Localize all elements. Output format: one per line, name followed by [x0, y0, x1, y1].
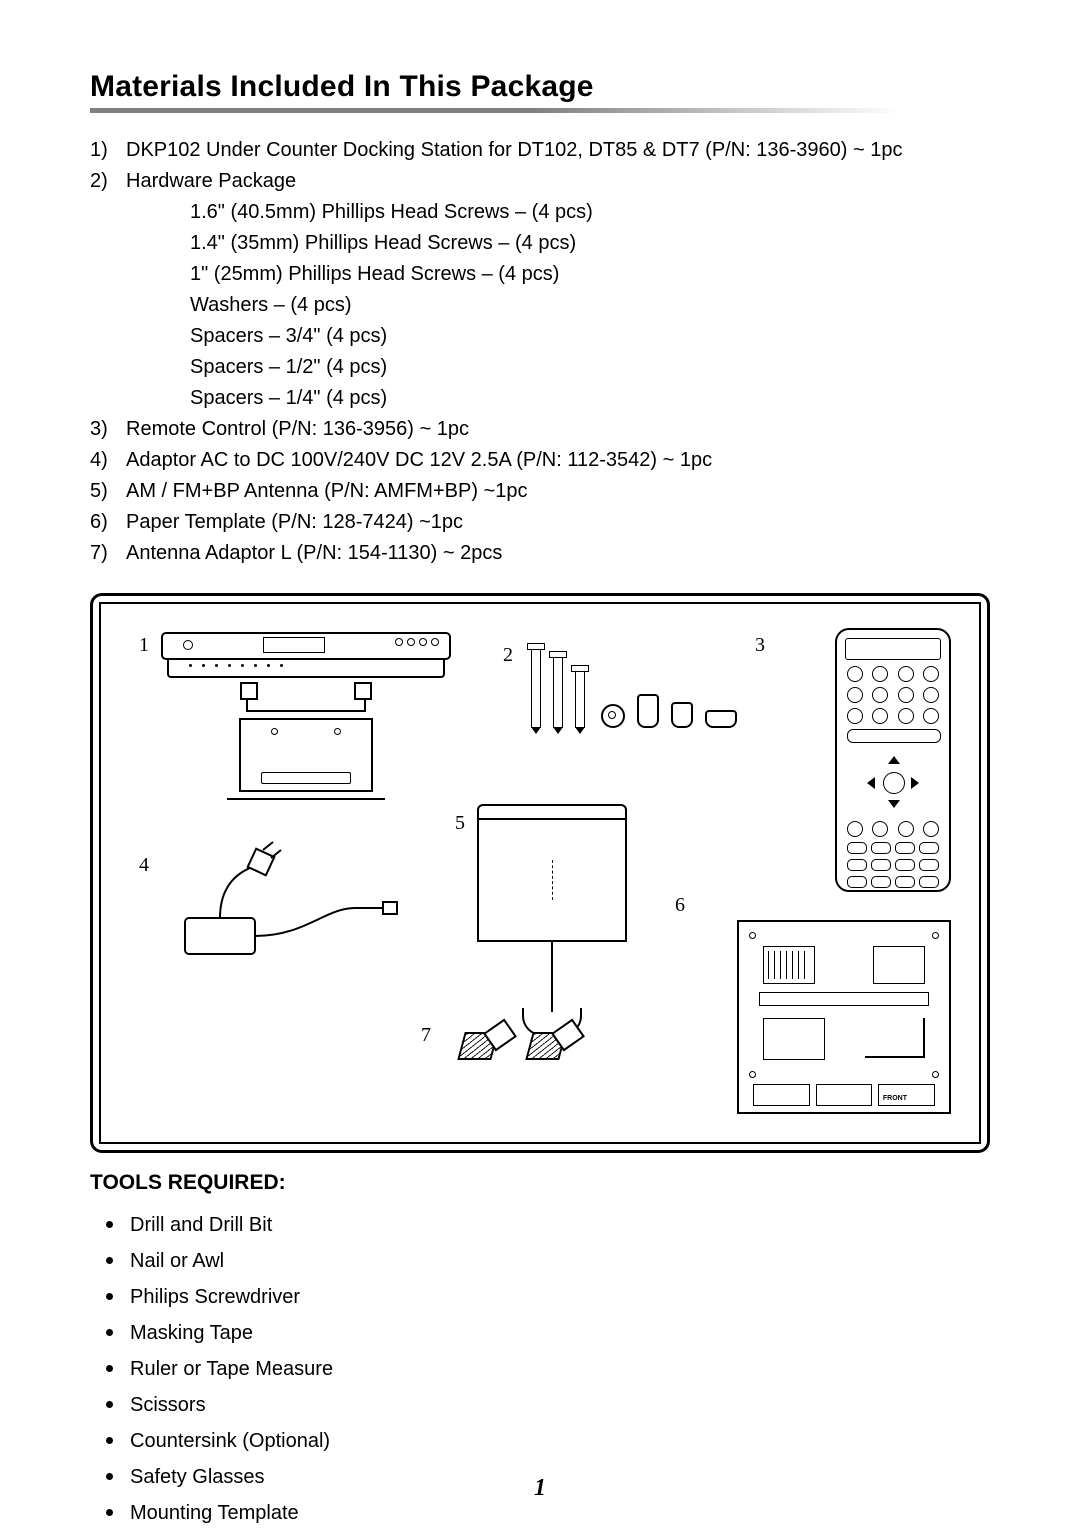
materials-item-num: 2)	[90, 166, 126, 197]
diagram-label-2: 2	[503, 644, 513, 667]
materials-item-text: Remote Control (P/N: 136-3956) ~ 1pc	[126, 414, 990, 445]
materials-item-text: Paper Template (P/N: 128-7424) ~1pc	[126, 507, 990, 538]
materials-item-text: DKP102 Under Counter Docking Station for…	[126, 135, 990, 166]
diagram-label-6: 6	[675, 894, 685, 917]
materials-item: 4) Adaptor AC to DC 100V/240V DC 12V 2.5…	[90, 445, 990, 476]
materials-item-num: 3)	[90, 414, 126, 445]
materials-item-num: 6)	[90, 507, 126, 538]
materials-item: 5) AM / FM+BP Antenna (P/N: AMFM+BP) ~1p…	[90, 476, 990, 507]
tools-title: TOOLS REQUIRED:	[90, 1171, 990, 1195]
antenna-adaptor-icon	[461, 1024, 577, 1064]
diagram-label-4: 4	[139, 854, 149, 877]
title-underline	[90, 108, 900, 113]
remote-control-icon	[835, 628, 951, 892]
materials-item-text: Hardware Package	[126, 166, 990, 197]
hardware-subitem: Spacers – 1/2" (4 pcs)	[190, 352, 990, 383]
diagram-label-7: 7	[421, 1024, 431, 1047]
materials-item-num: 1)	[90, 135, 126, 166]
tool-item: Philips Screwdriver	[90, 1279, 990, 1315]
paper-template-icon: FRONT	[737, 920, 951, 1114]
materials-item: 3) Remote Control (P/N: 136-3956) ~ 1pc	[90, 414, 990, 445]
title-block: Materials Included In This Package	[90, 70, 990, 113]
materials-item-text: Antenna Adaptor L (P/N: 154-1130) ~ 2pcs	[126, 538, 990, 569]
tool-item: Ruler or Tape Measure	[90, 1351, 990, 1387]
diagram-frame: 1 2 3 4 5 6 7	[90, 593, 990, 1153]
hardware-subitem: Spacers – 1/4" (4 pcs)	[190, 383, 990, 414]
tool-item: Nail or Awl	[90, 1243, 990, 1279]
antenna-icon	[477, 804, 627, 1038]
materials-item: 2) Hardware Package	[90, 166, 990, 197]
template-front-label: FRONT	[883, 1095, 907, 1102]
hardware-subitem: 1.4" (35mm) Phillips Head Screws – (4 pc…	[190, 228, 990, 259]
materials-item-num: 5)	[90, 476, 126, 507]
hardware-subitem: Spacers – 3/4" (4 pcs)	[190, 321, 990, 352]
tool-item: Scissors	[90, 1387, 990, 1423]
page-title: Materials Included In This Package	[90, 70, 990, 104]
diagram-label-3: 3	[755, 634, 765, 657]
tool-item: Countersink (Optional)	[90, 1423, 990, 1459]
hardware-subitem: 1.6" (40.5mm) Phillips Head Screws – (4 …	[190, 197, 990, 228]
hardware-icon	[531, 648, 737, 728]
diagram-label-1: 1	[139, 634, 149, 657]
materials-item: 7) Antenna Adaptor L (P/N: 154-1130) ~ 2…	[90, 538, 990, 569]
materials-item-num: 4)	[90, 445, 126, 476]
tool-item: Drill and Drill Bit	[90, 1207, 990, 1243]
materials-list: 1) DKP102 Under Counter Docking Station …	[90, 135, 990, 569]
page-number: 1	[0, 1475, 1080, 1502]
hardware-subitem: Washers – (4 pcs)	[190, 290, 990, 321]
ac-adaptor-icon	[155, 848, 445, 978]
hardware-subitem: 1" (25mm) Phillips Head Screws – (4 pcs)	[190, 259, 990, 290]
materials-item-text: Adaptor AC to DC 100V/240V DC 12V 2.5A (…	[126, 445, 990, 476]
materials-item-num: 7)	[90, 538, 126, 569]
docking-station-icon	[161, 632, 451, 792]
materials-item: 1) DKP102 Under Counter Docking Station …	[90, 135, 990, 166]
diagram-label-5: 5	[455, 812, 465, 835]
materials-item: 6) Paper Template (P/N: 128-7424) ~1pc	[90, 507, 990, 538]
materials-item-text: AM / FM+BP Antenna (P/N: AMFM+BP) ~1pc	[126, 476, 990, 507]
page: Materials Included In This Package 1) DK…	[0, 0, 1080, 1532]
tool-item: Masking Tape	[90, 1315, 990, 1351]
diagram: 1 2 3 4 5 6 7	[99, 602, 981, 1144]
